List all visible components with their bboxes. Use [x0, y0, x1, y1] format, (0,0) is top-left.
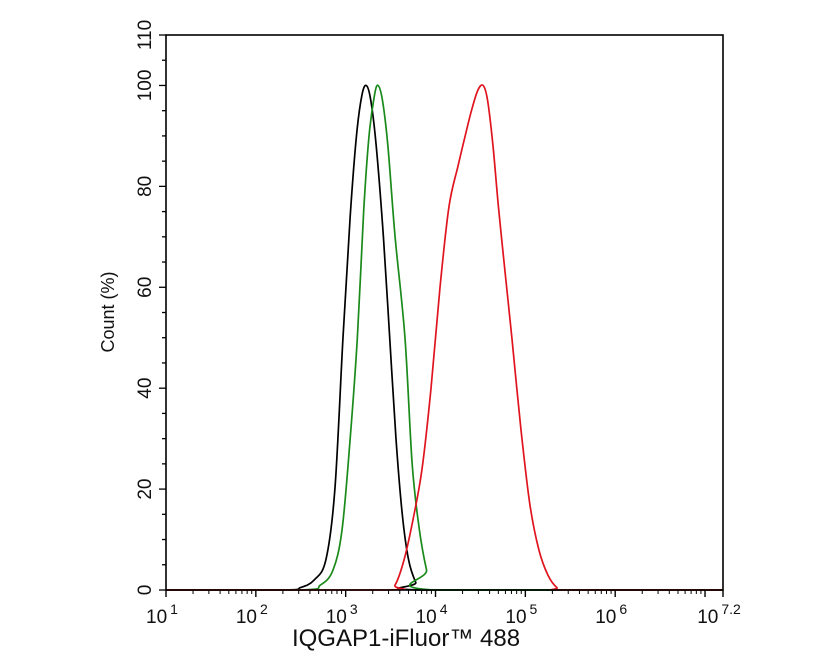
x-axis-ticks: 10 1 10 2 10 3 10 4 10 5 10 6 10 7.2	[146, 590, 741, 628]
black-control-curve	[166, 84, 723, 591]
y-tick-label: 60	[135, 277, 156, 298]
x-tick-label: 10 4	[416, 601, 448, 628]
x-tick-label: 10 7.2	[697, 601, 741, 628]
y-tick-label: 80	[135, 176, 156, 197]
x-tick-label: 10 5	[505, 601, 537, 628]
y-tick-label: 0	[135, 585, 156, 596]
x-tick-label: 10 6	[595, 601, 627, 628]
histogram-curves	[166, 84, 723, 591]
x-axis-title: IQGAP1-iFluor™ 488	[292, 625, 520, 652]
y-axis-title: Count (%)	[98, 271, 118, 352]
y-tick-label: 40	[135, 378, 156, 399]
green-isotype-curve	[166, 84, 723, 591]
y-tick-label: 20	[135, 479, 156, 500]
y-tick-label: 100	[135, 70, 156, 102]
y-axis-ticks: 0 20 40 60 80 100 110	[135, 20, 166, 595]
y-tick-label: 110	[135, 20, 156, 50]
x-tick-label: 10 3	[326, 601, 358, 628]
x-tick-label: 10 2	[236, 601, 268, 628]
red-iqgap1-curve	[166, 84, 723, 591]
x-tick-label: 10 1	[146, 601, 178, 628]
